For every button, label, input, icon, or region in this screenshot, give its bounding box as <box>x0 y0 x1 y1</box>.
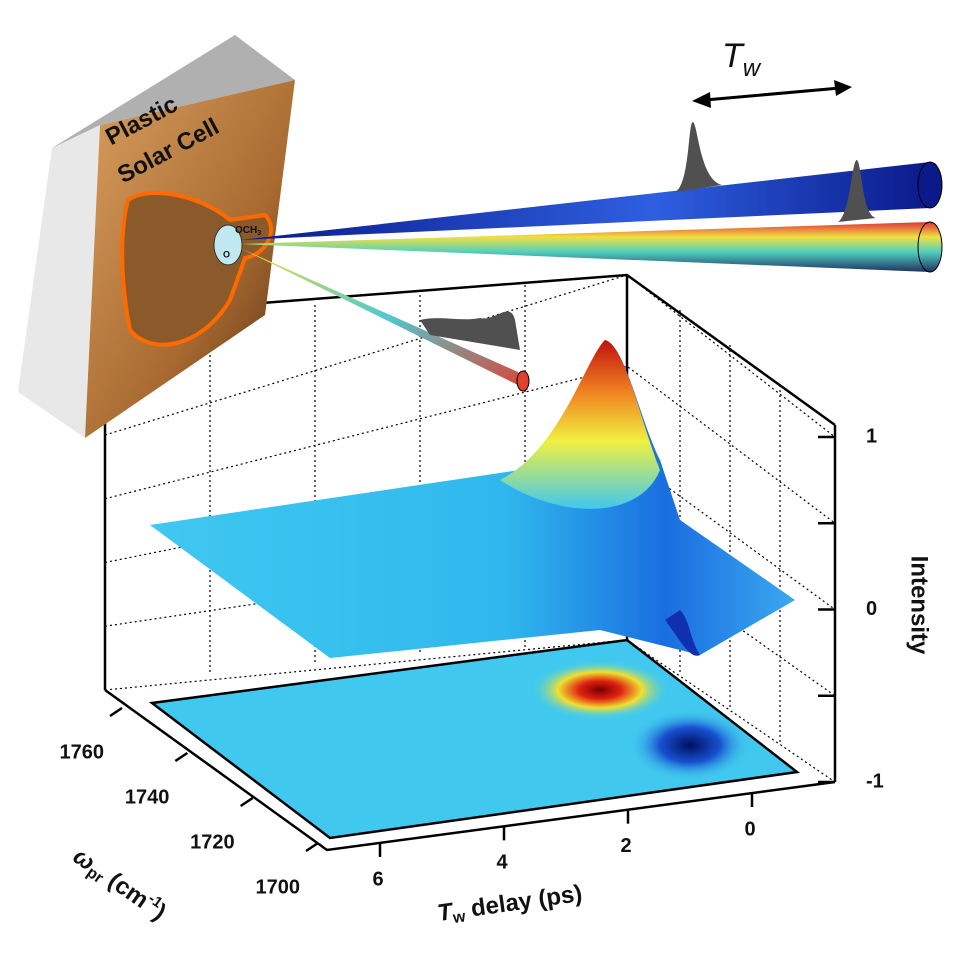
y-tick <box>109 706 123 718</box>
z-tick-label: 1 <box>866 425 877 447</box>
x-tick-label: 2 <box>620 835 631 857</box>
floor <box>148 638 801 840</box>
z-axis-label: Intensity <box>906 556 933 655</box>
y-tick-label: 1720 <box>190 831 235 853</box>
x-axis-label: Tw delay (ps) <box>436 880 584 929</box>
z-tick-label: -1 <box>866 770 884 792</box>
y-tick-label: 1760 <box>60 741 105 763</box>
carbonyl-label: O <box>223 249 230 259</box>
beams <box>240 80 943 392</box>
surface <box>150 340 795 658</box>
y-tick-label: 1700 <box>256 876 301 898</box>
pulse-label: Tw <box>722 37 762 82</box>
solar-cell <box>18 35 295 438</box>
group-label: OCH3 <box>235 225 261 237</box>
y-tick-label: 1740 <box>125 786 170 808</box>
y-axis-label: ωpr (cm-1) <box>67 841 172 928</box>
x-tick-label: 6 <box>372 868 383 890</box>
z-tick-label: 0 <box>866 598 877 620</box>
x-tick-label: 4 <box>496 852 508 874</box>
x-tick-label: 0 <box>744 818 755 840</box>
y-tick <box>239 796 254 808</box>
y-tick <box>305 841 319 853</box>
y-tick <box>174 751 189 763</box>
